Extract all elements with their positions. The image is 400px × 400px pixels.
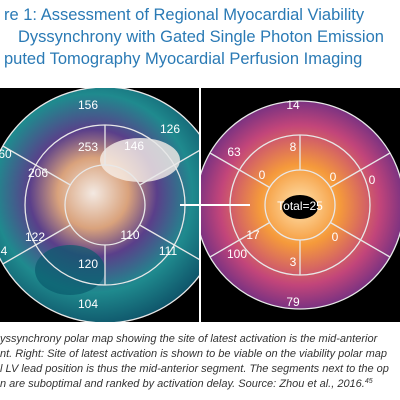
segment-label: 60 [0,147,12,161]
segment-label: 253 [78,140,98,154]
segment-label: 100 [227,247,247,261]
title-line: puted Tomography Myocardial Perfusion Im… [4,50,362,68]
left-polar-map [0,88,200,322]
segment-label: 0 [369,173,376,187]
segment-label: Total=25 [277,199,323,213]
segment-label: 8 [290,140,297,154]
title-line: Dyssynchrony with Gated Single Photon Em… [18,28,384,46]
segment-label: 126 [160,122,180,136]
segment-label: 120 [78,257,98,271]
segment-label: 0 [332,230,339,244]
caption-line: yssynchrony polar map showing the site o… [0,333,379,345]
caption-line: l LV lead position is thus the mid-anter… [0,363,389,375]
segment-label: 206 [28,166,48,180]
segment-label: 14 [286,98,300,112]
segment-label: 0 [330,170,337,184]
segment-label: 110 [120,228,139,242]
segment-label: 122 [25,230,45,244]
caption-reference: 45 [365,378,373,385]
segment-label: 79 [286,295,300,309]
segment-label: 0 [259,168,266,182]
title-line: re 1: Assessment of Regional Myocardial … [4,6,365,24]
segment-label: 17 [246,228,260,242]
segment-label: 4 [1,244,8,258]
segment-label: 63 [227,145,241,159]
segment-label: 146 [124,139,144,153]
segment-label: 3 [290,255,297,269]
caption-text: n are suboptimal and ranked by activatio… [0,378,365,390]
right-polar-map [200,100,400,310]
segment-label: 156 [78,98,98,112]
segment-label: 111 [159,244,178,258]
segment-label: 104 [78,297,98,311]
caption-line: n are suboptimal and ranked by activatio… [0,378,373,390]
caption-line: nt. Right: Site of latest activation is … [0,348,387,360]
